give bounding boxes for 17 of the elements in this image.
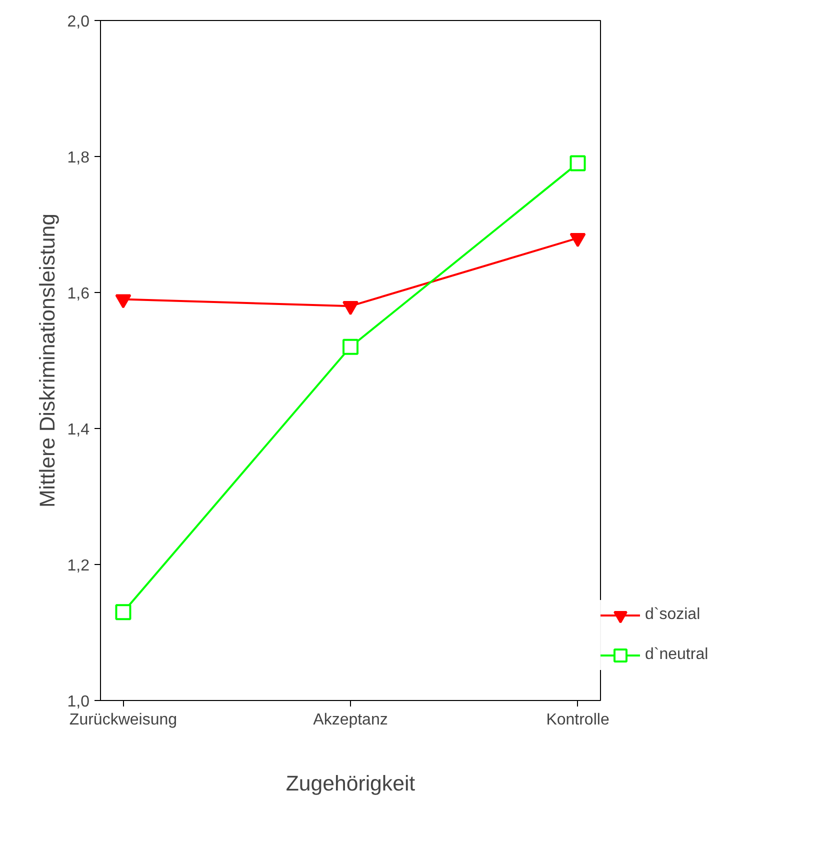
y-tick-label: 1,6 xyxy=(67,286,90,302)
x-axis-title: Zugehörigkeit xyxy=(286,772,416,796)
y-tick-label: 1,0 xyxy=(67,694,90,710)
legend-label: d`sozial xyxy=(645,606,700,624)
y-tick-label: 1,4 xyxy=(67,422,90,438)
y-tick-label: 1,2 xyxy=(67,558,90,574)
point xyxy=(570,233,586,248)
y-tick-label: 1,8 xyxy=(67,150,90,166)
x-tick-label: Zurückweisung xyxy=(69,712,178,728)
x-tick-label: Akzeptanz xyxy=(313,712,388,728)
y-tick-label: 2,0 xyxy=(67,14,90,30)
point xyxy=(115,294,132,308)
y-axis-title: Mittlere Diskriminationsleistung xyxy=(35,214,60,508)
point xyxy=(342,301,358,316)
point xyxy=(115,604,132,620)
x-tick-label: Kontrolle xyxy=(546,712,610,728)
legend-label: d`neutral xyxy=(645,646,708,664)
